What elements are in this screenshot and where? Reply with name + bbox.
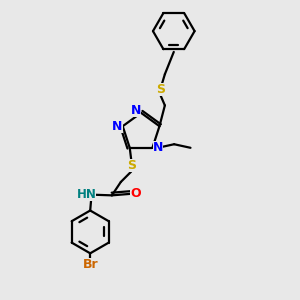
Text: O: O xyxy=(130,188,141,200)
Text: S: S xyxy=(156,82,165,96)
Text: HN: HN xyxy=(76,188,96,201)
Text: N: N xyxy=(112,120,122,133)
Text: N: N xyxy=(153,141,163,154)
Text: S: S xyxy=(127,159,136,172)
Text: Br: Br xyxy=(82,258,98,271)
Text: N: N xyxy=(130,104,141,117)
